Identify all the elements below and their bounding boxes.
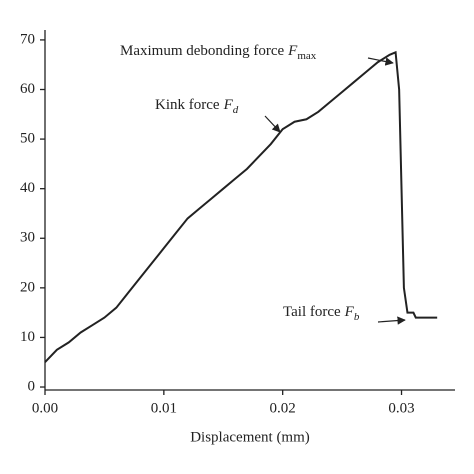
y-tick-label: 70: [20, 31, 35, 47]
data-line: [44, 50, 438, 363]
y-tick-label: 50: [20, 131, 35, 147]
y-tick-label: 0: [28, 378, 36, 394]
y-tick-label: 20: [20, 279, 35, 295]
y-tick-label: 60: [20, 81, 35, 97]
y-tick-label: 10: [20, 329, 35, 345]
annotation: Maximum debonding force Fmax: [120, 43, 317, 61]
x-axis-label: Displacement (mm): [190, 429, 310, 445]
y-tick-label: 40: [20, 180, 35, 196]
annotation-arrow: [264, 115, 281, 133]
x-tick-label: 0.00: [32, 400, 58, 416]
y-tick-label: 30: [20, 230, 35, 246]
x-tick-label: 0.01: [151, 400, 177, 416]
annotation: Kink force Fd: [155, 97, 239, 115]
x-tick-label: 0.03: [388, 400, 414, 416]
x-tick-label: 0.02: [270, 400, 296, 416]
annotation-arrow: [377, 316, 406, 325]
annotation: Tail force Fb: [283, 304, 360, 322]
